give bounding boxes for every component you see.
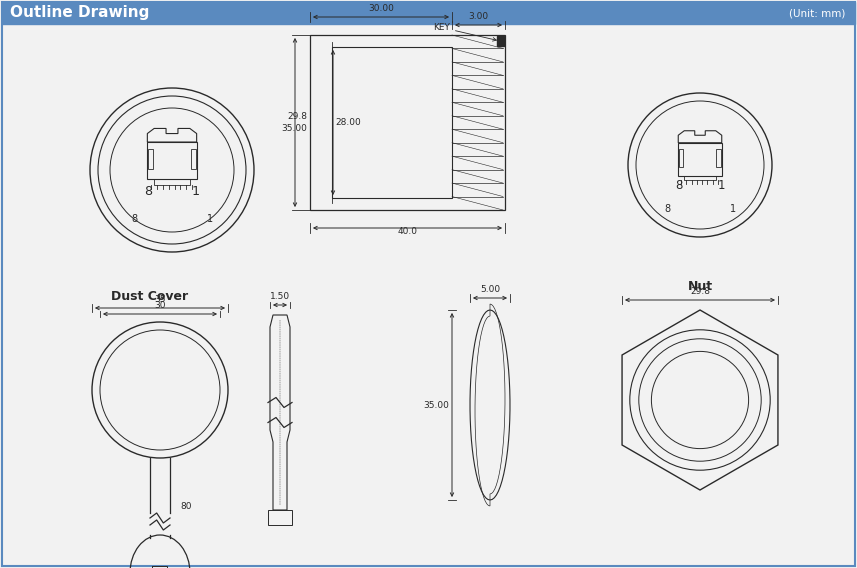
Text: Nut: Nut bbox=[687, 280, 712, 293]
Bar bbox=[147, 142, 196, 179]
Text: 35.00: 35.00 bbox=[281, 124, 307, 133]
Bar bbox=[716, 149, 721, 167]
Text: 8: 8 bbox=[144, 185, 153, 198]
Text: 1: 1 bbox=[717, 179, 725, 192]
Bar bbox=[148, 149, 153, 169]
Bar bbox=[191, 149, 195, 169]
Text: 8: 8 bbox=[664, 204, 670, 214]
Text: 1: 1 bbox=[730, 204, 736, 214]
Text: 1.50: 1.50 bbox=[270, 292, 290, 301]
Text: 29.8: 29.8 bbox=[287, 112, 307, 121]
Text: 8: 8 bbox=[131, 214, 137, 224]
Text: 28.00: 28.00 bbox=[335, 118, 361, 127]
Text: 8: 8 bbox=[675, 179, 683, 192]
Bar bbox=[2, 2, 855, 24]
Bar bbox=[153, 566, 167, 568]
Text: 30: 30 bbox=[154, 301, 165, 310]
Bar bbox=[310, 35, 505, 210]
Text: 40.0: 40.0 bbox=[398, 227, 417, 236]
Text: Dust Cover: Dust Cover bbox=[111, 290, 189, 303]
Text: 1: 1 bbox=[207, 214, 213, 224]
Bar bbox=[679, 149, 684, 167]
Bar bbox=[497, 36, 504, 46]
Text: 29.8: 29.8 bbox=[690, 287, 710, 296]
Text: Outline Drawing: Outline Drawing bbox=[10, 6, 149, 20]
Bar bbox=[678, 143, 722, 176]
Bar bbox=[268, 510, 292, 525]
Text: 35: 35 bbox=[154, 295, 165, 304]
Text: 1: 1 bbox=[192, 185, 200, 198]
Text: 35.00: 35.00 bbox=[423, 400, 449, 410]
Text: 3.00: 3.00 bbox=[469, 12, 488, 21]
Text: 30.00: 30.00 bbox=[368, 4, 394, 13]
Text: (Unit: mm): (Unit: mm) bbox=[788, 8, 845, 18]
Text: 5.00: 5.00 bbox=[480, 285, 500, 294]
Text: 80: 80 bbox=[180, 502, 191, 511]
Bar bbox=[332, 47, 452, 198]
Text: KEY: KEY bbox=[433, 23, 496, 41]
